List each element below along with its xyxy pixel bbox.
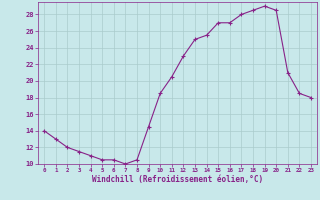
X-axis label: Windchill (Refroidissement éolien,°C): Windchill (Refroidissement éolien,°C) — [92, 175, 263, 184]
